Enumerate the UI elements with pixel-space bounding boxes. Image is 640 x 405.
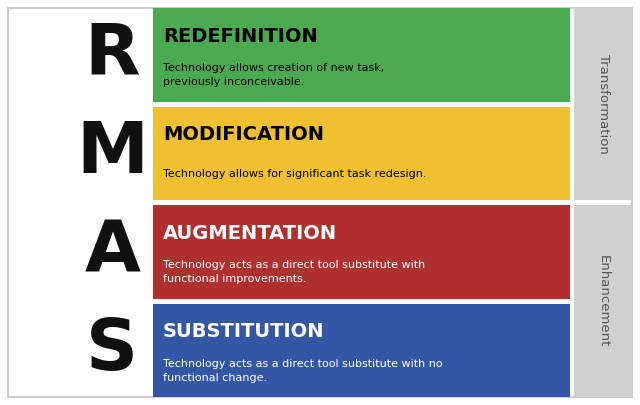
Text: Technology allows for significant task redesign.: Technology allows for significant task r… bbox=[163, 169, 426, 179]
Text: R: R bbox=[84, 20, 140, 89]
Text: Enhancement: Enhancement bbox=[596, 255, 609, 347]
Text: S: S bbox=[86, 316, 138, 385]
FancyBboxPatch shape bbox=[153, 107, 570, 200]
FancyBboxPatch shape bbox=[574, 205, 632, 397]
FancyBboxPatch shape bbox=[153, 205, 570, 298]
Text: SUBSTITUTION: SUBSTITUTION bbox=[163, 322, 324, 341]
Text: AUGMENTATION: AUGMENTATION bbox=[163, 224, 337, 243]
Text: Technology allows creation of new task,
previously inconceivable.: Technology allows creation of new task, … bbox=[163, 63, 384, 87]
FancyBboxPatch shape bbox=[153, 8, 570, 102]
Text: MODIFICATION: MODIFICATION bbox=[163, 125, 324, 144]
FancyBboxPatch shape bbox=[574, 8, 632, 200]
Text: Technology acts as a direct tool substitute with no
functional change.: Technology acts as a direct tool substit… bbox=[163, 359, 443, 383]
Text: A: A bbox=[84, 217, 140, 286]
Text: REDEFINITION: REDEFINITION bbox=[163, 27, 317, 45]
Text: Transformation: Transformation bbox=[596, 54, 609, 154]
Text: M: M bbox=[76, 119, 148, 188]
FancyBboxPatch shape bbox=[8, 8, 632, 397]
FancyBboxPatch shape bbox=[153, 303, 570, 397]
Text: Technology acts as a direct tool substitute with
functional improvements.: Technology acts as a direct tool substit… bbox=[163, 260, 425, 284]
